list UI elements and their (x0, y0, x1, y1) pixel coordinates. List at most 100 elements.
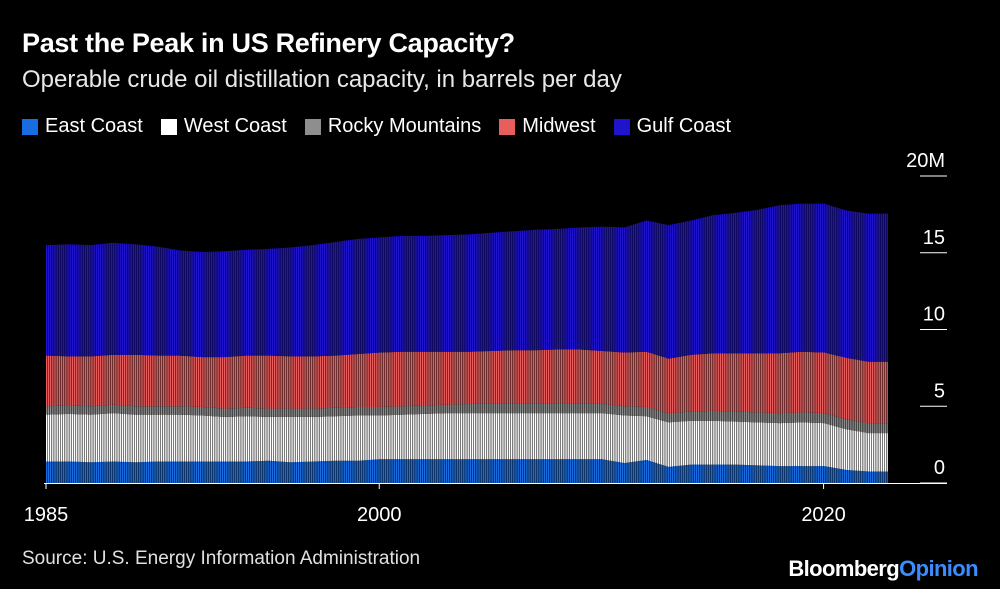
bar-segment-east-coast (379, 459, 381, 483)
bar-segment-east-coast (556, 459, 559, 483)
bar-segment-gulf-coast (862, 212, 864, 361)
bar-segment-gulf-coast (238, 250, 240, 357)
bar-segment-east-coast (821, 466, 824, 483)
bar-segment-midwest (484, 351, 487, 404)
bar-segment-midwest (642, 351, 644, 407)
bar-segment-gulf-coast (134, 244, 137, 355)
bar-segment-east-coast (632, 461, 635, 483)
bar-segment-gulf-coast (462, 234, 464, 352)
bar-segment-gulf-coast (671, 224, 674, 359)
bar-segment-midwest (453, 351, 455, 405)
bar-segment-east-coast (84, 462, 87, 483)
bar-segment-gulf-coast (386, 236, 388, 353)
bar-segment-east-coast (727, 464, 729, 483)
bar-segment-east-coast (651, 461, 653, 483)
bar-segment-midwest (295, 356, 298, 409)
bar-segment-west-coast (342, 415, 344, 461)
bar-segment-rocky-mountains (231, 408, 233, 417)
bar-segment-east-coast (614, 461, 616, 483)
bar-segment-west-coast (829, 424, 831, 468)
bar-segment-rocky-mountains (693, 411, 696, 421)
bar-segment-east-coast (364, 460, 366, 483)
bar-segment-gulf-coast (594, 226, 596, 351)
bar-segment-east-coast (105, 461, 107, 483)
bar-segment-east-coast (486, 459, 488, 483)
bar-segment-west-coast (347, 415, 350, 461)
bar-segment-gulf-coast (168, 248, 170, 356)
bar-segment-west-coast (840, 427, 842, 469)
bar-segment-rocky-mountains (734, 411, 737, 422)
bar-segment-east-coast (58, 461, 61, 483)
bar-segment-midwest (312, 356, 314, 409)
bar-segment-rocky-mountains (584, 403, 587, 414)
bar-segment-rocky-mountains (279, 408, 281, 417)
bar-segment-east-coast (723, 464, 725, 483)
bar-segment-gulf-coast (116, 243, 118, 355)
bar-segment-rocky-mountains (656, 410, 659, 420)
bar-segment-midwest (81, 356, 83, 406)
bar-segment-rocky-mountains (194, 406, 196, 416)
bar-segment-gulf-coast (762, 208, 764, 354)
bar-segment-gulf-coast (423, 235, 426, 352)
bar-segment-east-coast (264, 460, 266, 483)
bar-segment-west-coast (631, 415, 633, 463)
bar-segment-midwest (697, 354, 700, 412)
bar-segment-midwest (869, 361, 872, 424)
bar-segment-east-coast (382, 459, 385, 483)
bar-segment-rocky-mountains (686, 411, 688, 422)
bar-segment-east-coast (171, 461, 174, 483)
bar-segment-midwest (677, 357, 679, 413)
bar-segment-midwest (549, 349, 551, 404)
bar-segment-rocky-mountains (612, 405, 614, 415)
bar-segment-east-coast (477, 459, 479, 483)
bar-segment-west-coast (512, 413, 514, 460)
bar-segment-east-coast (407, 459, 409, 483)
bar-segment-east-coast (566, 459, 568, 483)
bar-segment-rocky-mountains (582, 403, 585, 414)
bar-segment-gulf-coast (773, 206, 775, 354)
bar-segment-midwest (758, 353, 761, 413)
bar-segment-west-coast (340, 416, 342, 461)
bar-segment-east-coast (681, 465, 683, 483)
bar-segment-rocky-mountains (455, 404, 457, 414)
bar-segment-west-coast (842, 428, 844, 470)
bar-segment-east-coast (649, 461, 651, 483)
bar-segment-midwest (845, 357, 848, 420)
bar-segment-gulf-coast (181, 250, 183, 356)
bar-segment-rocky-mountains (260, 408, 263, 417)
bar-segment-gulf-coast (231, 250, 233, 357)
bar-segment-midwest (121, 354, 124, 406)
bar-segment-gulf-coast (427, 235, 429, 352)
bar-segment-midwest (71, 356, 74, 406)
bar-segment-gulf-coast (868, 213, 870, 362)
bar-segment-west-coast (140, 414, 142, 463)
bar-segment-east-coast (506, 459, 509, 483)
bar-segment-west-coast (866, 432, 868, 472)
bar-segment-gulf-coast (447, 235, 450, 352)
bar-segment-east-coast (523, 459, 525, 483)
bar-segment-midwest (490, 350, 492, 404)
bar-segment-east-coast (170, 461, 172, 483)
bar-segment-rocky-mountains (651, 408, 653, 418)
bar-segment-midwest (671, 358, 674, 413)
bar-segment-gulf-coast (46, 245, 48, 356)
bar-segment-gulf-coast (673, 223, 675, 358)
bar-segment-rocky-mountains (564, 403, 566, 414)
bar-segment-west-coast (457, 413, 459, 460)
bar-segment-gulf-coast (444, 235, 446, 352)
bar-segment-west-coast (220, 416, 222, 462)
bar-segment-midwest (242, 355, 244, 408)
bar-segment-gulf-coast (364, 238, 366, 354)
bar-segment-midwest (94, 356, 96, 406)
bar-segment-east-coast (799, 466, 801, 483)
bar-segment-rocky-mountains (86, 406, 89, 415)
bar-segment-east-coast (181, 461, 183, 483)
bar-segment-east-coast (842, 469, 844, 483)
bar-segment-west-coast (553, 413, 555, 460)
bar-segment-midwest (444, 351, 446, 405)
bar-segment-west-coast (162, 414, 164, 462)
bar-segment-rocky-mountains (240, 407, 242, 417)
bar-segment-midwest (390, 352, 392, 407)
bar-segment-rocky-mountains (110, 404, 113, 414)
bar-segment-rocky-mountains (436, 405, 438, 414)
